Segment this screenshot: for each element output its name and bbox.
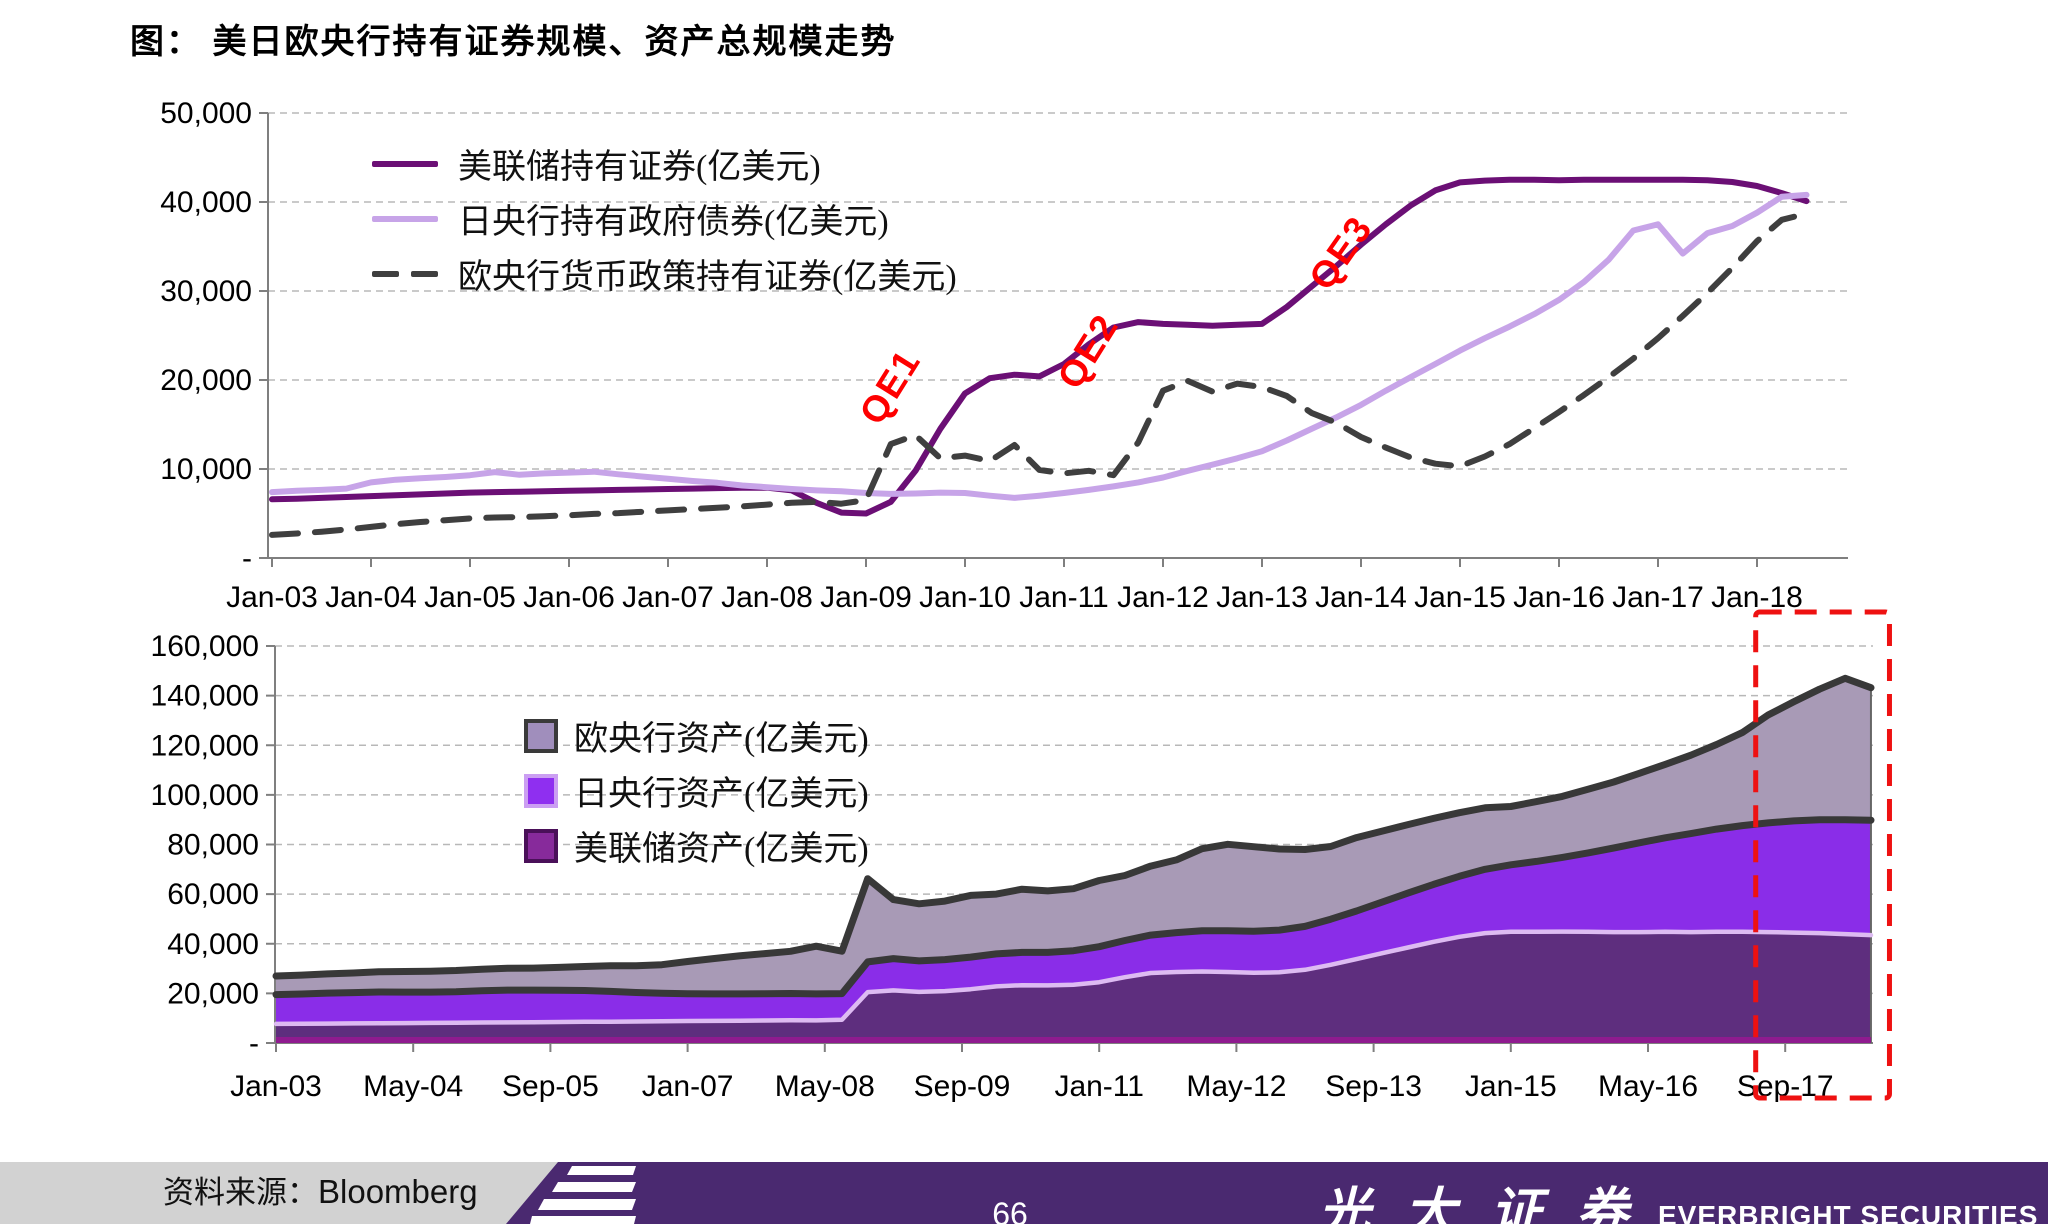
area-edge-0 (273, 929, 1874, 1027)
x-tick-label: Jan-08 (721, 581, 813, 614)
top-chart-legend: 美联储持有证券(亿美元) 日央行持有政府债券(亿美元) 欧央行货币政策持有证券(… (372, 136, 957, 301)
boj-area-swatch (524, 773, 558, 808)
everbright-logo-watermark-icon (506, 1162, 680, 1224)
qe-annotation: QE2 (1049, 306, 1126, 396)
y-tick-label: 40,000 (160, 186, 252, 219)
legend-item-boj-assets: 日央行资产(亿美元) (524, 763, 869, 818)
x-tick-label: Jan-10 (919, 581, 1011, 614)
y-tick-label: - (249, 1027, 259, 1060)
x-tick-label: Jan-17 (1612, 581, 1704, 614)
x-tick-label: May-12 (1186, 1070, 1286, 1103)
x-tick-label: Jan-04 (325, 581, 417, 614)
fed-line-swatch (372, 160, 438, 167)
legend-label: 日央行资产(亿美元) (574, 776, 869, 813)
x-tick-label: Jan-09 (820, 581, 912, 614)
bottom-chart-legend: 欧央行资产(亿美元) 日央行资产(亿美元) 美联储资产(亿美元) (524, 708, 869, 873)
brand-logo-chinese: 光大证券 (1318, 1185, 1663, 1224)
y-tick-label: 20,000 (167, 977, 259, 1010)
legend-item-ecb-assets: 欧央行资产(亿美元) (524, 708, 869, 763)
x-tick-label: Jan-06 (523, 581, 615, 614)
legend-label: 欧央行资产(亿美元) (574, 721, 869, 758)
legend-item-ecb-securities: 欧央行货币政策持有证券(亿美元) (372, 246, 957, 301)
qe-annotation: QE1 (851, 342, 928, 432)
x-tick-label: Jan-11 (1054, 1070, 1144, 1103)
x-tick-label: May-16 (1598, 1070, 1698, 1103)
source-value: Bloomberg (318, 1173, 478, 1210)
chart-title: 图： 美日欧央行持有证券规模、资产总规模走势 (130, 24, 897, 61)
highlight-period-box (1753, 609, 1892, 1101)
x-tick-label: Sep-13 (1325, 1070, 1422, 1103)
ecb-dashed-line-swatch (372, 270, 438, 277)
page-number: 66 (992, 1196, 1028, 1224)
x-tick-label: Jan-16 (1513, 581, 1605, 614)
y-tick-label: 140,000 (151, 680, 259, 713)
legend-item-fed-securities: 美联储持有证券(亿美元) (372, 136, 957, 191)
legend-label: 美联储资产(亿美元) (574, 831, 869, 868)
x-tick-label: Jan-12 (1117, 581, 1209, 614)
source-box: 资料来源：Bloomberg (0, 1162, 580, 1224)
y-tick-label: - (242, 542, 252, 575)
boj-line-swatch (372, 215, 438, 222)
page-footer: 资料来源：Bloomberg 66 光大证券 EVERBRIGHT SECURI… (0, 1162, 2048, 1224)
line-series-1 (269, 191, 1810, 501)
source-label: 资料来源： (163, 1175, 318, 1210)
x-tick-label: Jan-05 (424, 581, 516, 614)
y-tick-label: 30,000 (160, 275, 252, 308)
x-tick-label: Jan-18 (1711, 581, 1803, 614)
line-series-0 (269, 176, 1810, 517)
x-tick-label: Sep-05 (502, 1070, 599, 1103)
y-tick-label: 120,000 (151, 729, 259, 762)
brand-name-english: EVERBRIGHT SECURITIES (1658, 1200, 2039, 1224)
y-tick-label: 100,000 (151, 779, 259, 812)
legend-label: 美联储持有证券(亿美元) (458, 149, 821, 186)
x-tick-label: Jan-15 (1465, 1070, 1557, 1103)
area-edge-2 (272, 674, 1875, 980)
x-tick-label: Jan-13 (1216, 581, 1308, 614)
y-tick-label: 80,000 (167, 829, 259, 862)
legend-item-fed-assets: 美联储资产(亿美元) (524, 818, 869, 873)
x-tick-label: Sep-09 (914, 1070, 1011, 1103)
x-tick-label: Jan-07 (642, 1070, 734, 1103)
x-tick-label: Jan-07 (622, 581, 714, 614)
legend-item-boj-bonds: 日央行持有政府债券(亿美元) (372, 191, 957, 246)
line-series-2 (269, 210, 1810, 538)
y-tick-label: 60,000 (167, 878, 259, 911)
ecb-area-swatch (524, 718, 558, 753)
x-tick-label: Jan-14 (1315, 581, 1407, 614)
area-series-0 (276, 931, 1871, 1043)
x-tick-label: Jan-15 (1414, 581, 1506, 614)
y-tick-label: 10,000 (160, 453, 252, 486)
y-tick-label: 40,000 (167, 928, 259, 961)
x-tick-label: May-04 (363, 1070, 463, 1103)
x-tick-label: May-08 (775, 1070, 875, 1103)
y-tick-label: 160,000 (151, 630, 259, 663)
area-edge-1 (272, 816, 1875, 999)
legend-label: 欧央行货币政策持有证券(亿美元) (458, 259, 957, 296)
y-tick-label: 50,000 (160, 97, 252, 130)
legend-label: 日央行持有政府债券(亿美元) (458, 204, 889, 241)
x-tick-label: Jan-03 (230, 1070, 322, 1103)
source-attribution: 资料来源：Bloomberg (163, 1162, 478, 1224)
x-tick-label: Jan-03 (226, 581, 318, 614)
x-tick-label: Jan-11 (1019, 581, 1109, 614)
fed-area-swatch (524, 828, 558, 863)
y-tick-label: 20,000 (160, 364, 252, 397)
